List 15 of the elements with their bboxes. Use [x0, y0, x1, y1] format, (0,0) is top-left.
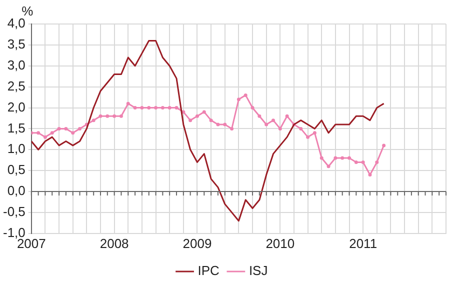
y-tick-label: 0,0 [7, 183, 26, 198]
x-tick-label: 2009 [182, 236, 212, 251]
y-tick-label: 3,5 [7, 36, 26, 52]
y-tick-label: 0,5 [7, 162, 26, 178]
y-tick-label: 2,5 [7, 78, 26, 94]
legend-label: ISJ [248, 263, 268, 278]
legend-label: IPC [198, 263, 220, 278]
y-tick-label: 3,0 [7, 57, 26, 72]
x-tick-label: 2011 [349, 236, 378, 251]
y-tick-label: -0,5 [2, 204, 26, 220]
x-tick-label: 2008 [100, 236, 129, 251]
x-tick-label: 2010 [266, 236, 295, 251]
y-tick-label: 1,0 [7, 141, 26, 156]
y-tick-label: 2,0 [7, 99, 26, 114]
y-tick-label: 1,5 [7, 120, 26, 136]
